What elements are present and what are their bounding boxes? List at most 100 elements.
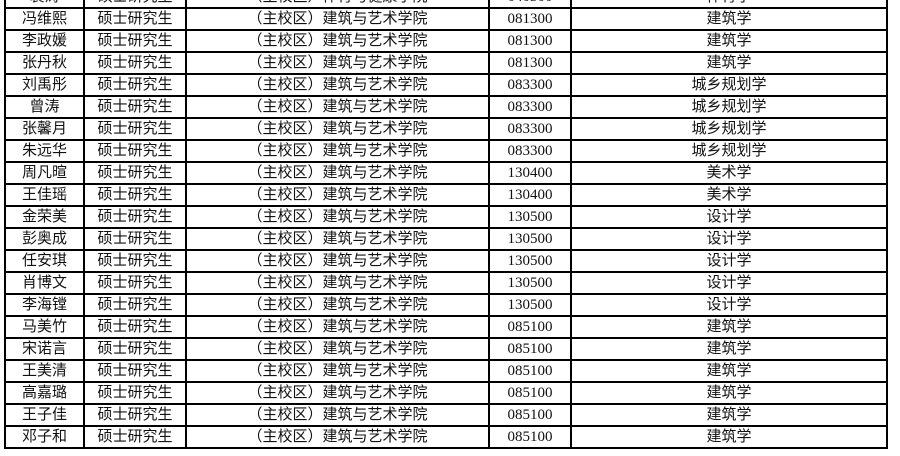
degree-type-cell: 硕士研究生	[83, 73, 187, 97]
table-row: 朱远华 硕士研究生 （主校区）建筑与艺术学院 083300 城乡规划学	[4, 139, 888, 163]
name-cell: 冯维熙	[4, 7, 85, 31]
table-row: 李政媛 硕士研究生 （主校区）建筑与艺术学院 081300 建筑学	[4, 29, 888, 53]
name-cell: 曾涛	[4, 95, 85, 119]
major-name-cell: 建筑学	[570, 359, 888, 383]
major-name-cell: 美术学	[570, 161, 888, 185]
name-cell: 张馨月	[4, 117, 85, 141]
name-cell: 朱远华	[4, 139, 85, 163]
table-row: 刘禹彤 硕士研究生 （主校区）建筑与艺术学院 083300 城乡规划学	[4, 73, 888, 97]
major-name-cell: 建筑学	[570, 425, 888, 449]
table-row: 张丹秋 硕士研究生 （主校区）建筑与艺术学院 081300 建筑学	[4, 51, 888, 75]
major-code-cell: 130500	[488, 205, 572, 229]
table-row: 任安琪 硕士研究生 （主校区）建筑与艺术学院 130500 设计学	[4, 249, 888, 273]
table-row: 王佳瑶 硕士研究生 （主校区）建筑与艺术学院 130400 美术学	[4, 183, 888, 207]
college-cell: （主校区）建筑与艺术学院	[185, 271, 490, 295]
name-cell: 马美竹	[4, 315, 85, 339]
college-cell: （主校区）建筑与艺术学院	[185, 205, 490, 229]
degree-type-cell: 硕士研究生	[83, 425, 187, 449]
degree-type-cell: 硕士研究生	[83, 117, 187, 141]
major-code-cell: 130400	[488, 161, 572, 185]
degree-type-cell: 硕士研究生	[83, 205, 187, 229]
major-name-cell: 建筑学	[570, 51, 888, 75]
table-row: 金荣美 硕士研究生 （主校区）建筑与艺术学院 130500 设计学	[4, 205, 888, 229]
major-code-cell: 083300	[488, 73, 572, 97]
table-row: 彭奥成 硕士研究生 （主校区）建筑与艺术学院 130500 设计学	[4, 227, 888, 251]
degree-type-cell: 硕士研究生	[83, 249, 187, 273]
college-cell: （主校区）建筑与艺术学院	[185, 183, 490, 207]
table-row: 王美清 硕士研究生 （主校区）建筑与艺术学院 085100 建筑学	[4, 359, 888, 383]
table-row: 高嘉璐 硕士研究生 （主校区）建筑与艺术学院 085100 建筑学	[4, 381, 888, 405]
degree-type-cell: 硕士研究生	[83, 337, 187, 361]
college-cell: （主校区）建筑与艺术学院	[185, 117, 490, 141]
table-row: 冯维熙 硕士研究生 （主校区）建筑与艺术学院 081300 建筑学	[4, 7, 888, 31]
major-code-cell: 085100	[488, 425, 572, 449]
major-code-cell: 130500	[488, 227, 572, 251]
college-cell: （主校区）建筑与艺术学院	[185, 293, 490, 317]
major-name-cell: 建筑学	[570, 403, 888, 427]
major-name-cell: 设计学	[570, 271, 888, 295]
name-cell: 任安琪	[4, 249, 85, 273]
table-row: 肖博文 硕士研究生 （主校区）建筑与艺术学院 130500 设计学	[4, 271, 888, 295]
table-row: 宋诺言 硕士研究生 （主校区）建筑与艺术学院 085100 建筑学	[4, 337, 888, 361]
college-cell: （主校区）建筑与艺术学院	[185, 51, 490, 75]
major-name-cell: 城乡规划学	[570, 73, 888, 97]
degree-type-cell: 硕士研究生	[83, 359, 187, 383]
college-cell: （主校区）建筑与艺术学院	[185, 381, 490, 405]
name-cell: 肖博文	[4, 271, 85, 295]
major-code-cell: 083300	[488, 139, 572, 163]
major-code-cell: 083300	[488, 95, 572, 119]
table-row: 邓子和 硕士研究生 （主校区）建筑与艺术学院 085100 建筑学	[4, 425, 888, 449]
degree-type-cell: 硕士研究生	[83, 183, 187, 207]
name-cell: 张丹秋	[4, 51, 85, 75]
name-cell: 高嘉璐	[4, 381, 85, 405]
name-cell: 裴涛	[4, 0, 85, 9]
college-cell: （主校区）体育与健康学院	[185, 0, 490, 9]
name-cell: 刘禹彤	[4, 73, 85, 97]
major-name-cell: 建筑学	[570, 29, 888, 53]
major-name-cell: 建筑学	[570, 7, 888, 31]
college-cell: （主校区）建筑与艺术学院	[185, 161, 490, 185]
table-row: 李海镗 硕士研究生 （主校区）建筑与艺术学院 130500 设计学	[4, 293, 888, 317]
college-cell: （主校区）建筑与艺术学院	[185, 227, 490, 251]
table-row: 周凡暄 硕士研究生 （主校区）建筑与艺术学院 130400 美术学	[4, 161, 888, 185]
major-code-cell: 040300	[488, 0, 572, 9]
major-name-cell: 设计学	[570, 205, 888, 229]
degree-type-cell: 硕士研究生	[83, 403, 187, 427]
major-name-cell: 体育学	[570, 0, 888, 9]
name-cell: 李海镗	[4, 293, 85, 317]
college-cell: （主校区）建筑与艺术学院	[185, 73, 490, 97]
college-cell: （主校区）建筑与艺术学院	[185, 249, 490, 273]
major-name-cell: 设计学	[570, 293, 888, 317]
name-cell: 金荣美	[4, 205, 85, 229]
college-cell: （主校区）建筑与艺术学院	[185, 315, 490, 339]
name-cell: 王子佳	[4, 403, 85, 427]
major-code-cell: 081300	[488, 29, 572, 53]
major-code-cell: 085100	[488, 403, 572, 427]
college-cell: （主校区）建筑与艺术学院	[185, 139, 490, 163]
table-row: 曾涛 硕士研究生 （主校区）建筑与艺术学院 083300 城乡规划学	[4, 95, 888, 119]
degree-type-cell: 硕士研究生	[83, 381, 187, 405]
major-code-cell: 085100	[488, 337, 572, 361]
major-code-cell: 085100	[488, 381, 572, 405]
major-name-cell: 城乡规划学	[570, 139, 888, 163]
major-name-cell: 建筑学	[570, 315, 888, 339]
name-cell: 王佳瑶	[4, 183, 85, 207]
college-cell: （主校区）建筑与艺术学院	[185, 337, 490, 361]
degree-type-cell: 硕士研究生	[83, 0, 187, 9]
major-name-cell: 建筑学	[570, 337, 888, 361]
name-cell: 王美清	[4, 359, 85, 383]
major-name-cell: 设计学	[570, 227, 888, 251]
table-row: 张馨月 硕士研究生 （主校区）建筑与艺术学院 083300 城乡规划学	[4, 117, 888, 141]
college-cell: （主校区）建筑与艺术学院	[185, 29, 490, 53]
name-cell: 周凡暄	[4, 161, 85, 185]
degree-type-cell: 硕士研究生	[83, 139, 187, 163]
table-row: 王子佳 硕士研究生 （主校区）建筑与艺术学院 085100 建筑学	[4, 403, 888, 427]
major-name-cell: 美术学	[570, 183, 888, 207]
major-code-cell: 085100	[488, 315, 572, 339]
major-code-cell: 130500	[488, 293, 572, 317]
college-cell: （主校区）建筑与艺术学院	[185, 359, 490, 383]
major-code-cell: 130500	[488, 271, 572, 295]
major-name-cell: 城乡规划学	[570, 117, 888, 141]
major-name-cell: 建筑学	[570, 381, 888, 405]
major-code-cell: 085100	[488, 359, 572, 383]
